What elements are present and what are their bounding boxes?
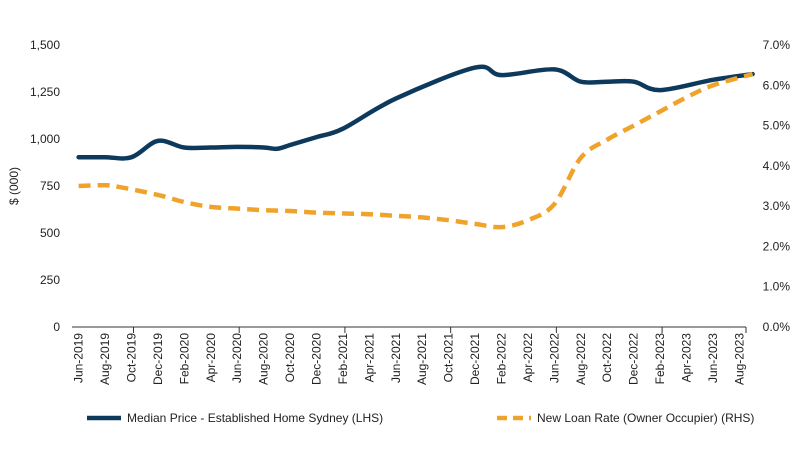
left-axis-tick-label: 1,500 bbox=[30, 38, 60, 52]
x-axis-tick-label: Jun-2019 bbox=[72, 333, 86, 383]
x-axis-tick-label: Dec-2020 bbox=[309, 333, 323, 385]
legend-label-new-loan-rate: New Loan Rate (Owner Occupier) (RHS) bbox=[537, 411, 754, 425]
left-axis-tick-label: 500 bbox=[40, 226, 60, 240]
series-layer bbox=[76, 64, 755, 230]
x-axis-tick-label: Feb-2023 bbox=[653, 333, 667, 385]
x-axis-tick-label: Dec-2019 bbox=[151, 333, 165, 385]
left-axis-tick-label: 0 bbox=[53, 320, 60, 334]
x-axis-tick-label: Feb-2022 bbox=[495, 333, 509, 385]
series-line-new-loan-rate bbox=[78, 71, 754, 230]
x-axis-tick-label: Apr-2023 bbox=[680, 333, 694, 383]
x-axis-tick-label: Apr-2022 bbox=[521, 333, 535, 383]
right-axis-tick-label: 5.0% bbox=[763, 119, 791, 133]
x-axis-tick-label: Aug-2019 bbox=[98, 333, 112, 385]
legend-label-median-price: Median Price - Established Home Sydney (… bbox=[127, 411, 383, 425]
x-axis-tick-label: Aug-2021 bbox=[415, 333, 429, 385]
x-axis-tick-label: Oct-2019 bbox=[124, 333, 138, 383]
series-line-median-price bbox=[76, 64, 755, 161]
right-axis-tick-label: 0.0% bbox=[763, 320, 791, 334]
right-axis-tick-label: 6.0% bbox=[763, 78, 791, 92]
right-axis-tick-label: 1.0% bbox=[763, 280, 791, 294]
axes-layer: $ (000) bbox=[7, 167, 746, 328]
left-axis-ticks: 0 250 500 750 1,000 1,250 1,500 bbox=[30, 38, 60, 334]
x-axis-tick-label: Feb-2020 bbox=[177, 333, 191, 385]
right-axis-tick-label: 7.0% bbox=[763, 38, 791, 52]
right-axis-ticks: 0.0% 1.0% 2.0% 3.0% 4.0% 5.0% 6.0% 7.0% bbox=[763, 38, 791, 334]
left-axis-tick-label: 1,000 bbox=[30, 132, 60, 146]
left-axis-tick-label: 250 bbox=[40, 273, 60, 287]
right-axis-tick-label: 4.0% bbox=[763, 159, 791, 173]
legend: Median Price - Established Home Sydney (… bbox=[87, 411, 754, 425]
left-axis-tick-label: 750 bbox=[40, 179, 60, 193]
right-axis-tick-label: 2.0% bbox=[763, 239, 791, 253]
x-axis-tick-label: Jun-2023 bbox=[706, 333, 720, 383]
x-axis-tick-label: Oct-2022 bbox=[600, 333, 614, 383]
x-axis-tick-label: Oct-2021 bbox=[442, 333, 456, 383]
x-axis-ticks: Jun-2019 Aug-2019 Oct-2019 Dec-2019 Feb-2020… bbox=[72, 327, 747, 385]
x-axis-tick-label: Oct-2020 bbox=[283, 333, 297, 383]
x-axis-tick-label: Dec-2021 bbox=[468, 333, 482, 385]
x-axis-tick-label: Dec-2022 bbox=[627, 333, 641, 385]
x-axis-tick-label: Apr-2020 bbox=[204, 333, 218, 383]
right-axis-tick-label: 3.0% bbox=[763, 199, 791, 213]
x-axis-tick-label: Aug-2023 bbox=[732, 333, 746, 385]
x-axis-tick-label: Feb-2021 bbox=[336, 333, 350, 385]
x-axis-tick-label: Jun-2021 bbox=[389, 333, 403, 383]
x-axis-tick-label: Aug-2022 bbox=[574, 333, 588, 385]
x-axis-tick-label: Jun-2022 bbox=[547, 333, 561, 383]
left-axis-tick-label: 1,250 bbox=[30, 85, 60, 99]
x-axis-tick-label: Aug-2020 bbox=[257, 333, 271, 385]
x-axis-tick-label: Apr-2021 bbox=[362, 333, 376, 383]
x-axis-tick-label: Jun-2020 bbox=[230, 333, 244, 383]
left-axis-title: $ (000) bbox=[7, 167, 21, 205]
